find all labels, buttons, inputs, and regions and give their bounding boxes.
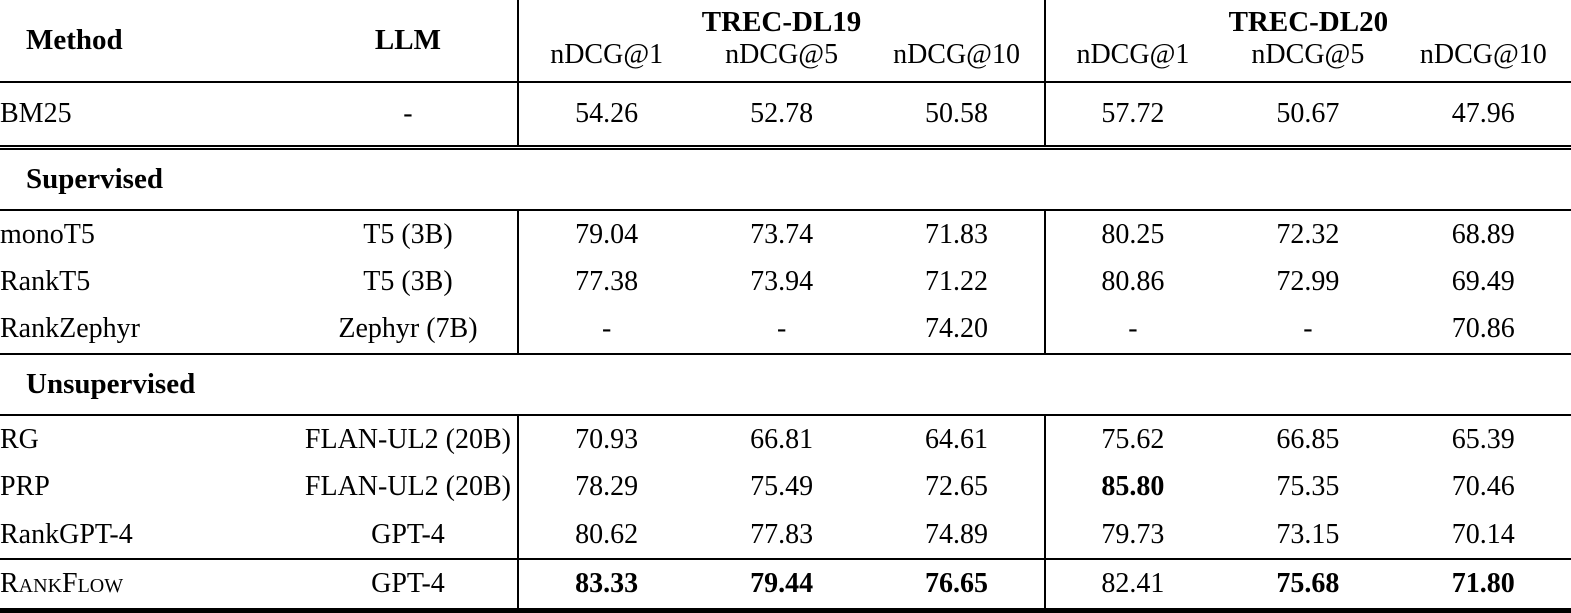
value-cell: 72.65	[925, 471, 989, 503]
value-cell: 54.26	[517, 82, 694, 150]
value-cell: 66.81	[750, 423, 814, 455]
value-cell: -	[693, 305, 870, 356]
subheader-dl20-ndcg10: nDCG@10	[1395, 39, 1571, 83]
value-cell: -	[1220, 305, 1396, 356]
table-row: PRP FLAN-UL2 (20B) 78.29 75.49 72.65 85.80 75.…	[0, 463, 1571, 511]
value-cell: 75.68	[1220, 559, 1396, 613]
value-cell: 52.78	[693, 82, 870, 150]
value-cell: 80.86	[1043, 258, 1221, 306]
group-header-trec-dl20: TREC-DL20	[1043, 0, 1571, 39]
method-cell: monoT5	[0, 218, 95, 250]
value-cell: 72.99	[1276, 266, 1340, 297]
value-cell: 76.65	[869, 559, 1045, 613]
value-cell: 79.04	[517, 209, 694, 259]
method-cell: BM25	[0, 82, 299, 150]
value-cell: 75.62	[1043, 415, 1221, 464]
llm-cell: FLAN-UL2 (20B)	[304, 423, 511, 455]
method-cell: RankZephyr	[0, 305, 299, 356]
subheader-dl19-ndcg5: nDCG@5	[693, 39, 870, 83]
llm-cell: FLAN-UL2 (20B)	[304, 471, 511, 503]
value-cell: 73.74	[750, 218, 814, 250]
section-header-label: Unsupervised	[0, 354, 1571, 416]
value-cell: 74.20	[869, 305, 1045, 356]
section-header-label: Supervised	[0, 147, 1571, 211]
table-body: BM25-54.26 52.78 50.58 57.72 50.67 47.96 Super…	[0, 82, 1571, 613]
value-cell: 74.89	[869, 510, 1045, 561]
value-cell: 75.49	[750, 471, 814, 503]
value-cell: 47.96	[1395, 82, 1571, 150]
value-cell: -	[1043, 305, 1221, 356]
value-cell: 82.41	[1043, 559, 1221, 613]
llm-cell: T5 (3B)	[363, 218, 453, 250]
group-header-trec-dl19: TREC-DL19	[517, 0, 1045, 39]
value-cell: 71.80	[1395, 559, 1571, 613]
value-cell: 79.73	[1043, 510, 1221, 561]
value-cell: 70.46	[1451, 471, 1515, 503]
table-row: RankFlow GPT-4 83.33 79.44 76.65 82.41 75.68 71…	[0, 559, 1571, 613]
value-cell: 70.86	[1395, 305, 1571, 356]
method-cell: PRP	[0, 471, 50, 503]
llm-cell: Zephyr (7B)	[298, 305, 519, 356]
subheader-dl19-ndcg10: nDCG@10	[869, 39, 1045, 83]
value-cell: 50.58	[869, 82, 1045, 150]
section-header-row: Unsupervised	[0, 354, 1571, 416]
value-cell: 79.44	[693, 559, 870, 613]
llm-column-header: LLM	[298, 0, 519, 83]
value-cell: 68.89	[1451, 218, 1515, 250]
value-cell: 50.67	[1220, 82, 1396, 150]
value-cell: 65.39	[1451, 423, 1515, 455]
value-cell: 57.72	[1043, 82, 1221, 150]
value-cell: 64.61	[925, 423, 989, 455]
table-row: RankGPT-4 GPT-4 80.62 77.83 74.89 79.73 73.15 7…	[0, 510, 1571, 561]
table-row: RG FLAN-UL2 (20B) 70.93 66.81 64.61 75.62 66.8…	[0, 415, 1571, 464]
table-header: Method LLM TREC-DL19 TREC-DL20 nDCG@1 nD…	[0, 0, 1571, 83]
value-cell: 85.80	[1043, 463, 1221, 511]
section-header-row: Supervised	[0, 147, 1571, 211]
table-row: BM25-54.26 52.78 50.58 57.72 50.67 47.96	[0, 82, 1571, 150]
value-cell: 80.25	[1043, 209, 1221, 259]
value-cell: 72.32	[1276, 218, 1340, 250]
method-cell: RG	[0, 423, 39, 455]
value-cell: 77.38	[517, 258, 694, 306]
value-cell: 73.15	[1220, 510, 1396, 561]
value-cell: 75.35	[1276, 471, 1340, 503]
value-cell: 83.33	[517, 559, 694, 613]
subheader-dl20-ndcg1: nDCG@1	[1043, 39, 1221, 83]
table-row: RankZephyr Zephyr (7B) - -74.20- -70.86	[0, 305, 1571, 356]
method-cell: RankFlow	[0, 559, 299, 613]
value-cell: 80.62	[517, 510, 694, 561]
value-cell: 71.22	[925, 266, 989, 297]
method-cell: RankGPT-4	[0, 510, 299, 561]
table-row: monoT5 T5 (3B) 79.04 73.74 71.83 80.25 72.32 68…	[0, 209, 1571, 259]
table-row: RankT5 T5 (3B) 77.38 73.94 71.22 80.86 72.99 69…	[0, 258, 1571, 306]
value-cell: -	[517, 305, 694, 356]
method-column-header: Method	[0, 0, 299, 83]
header-group-row: Method LLM TREC-DL19 TREC-DL20	[0, 0, 1571, 83]
llm-cell: T5 (3B)	[363, 266, 453, 297]
value-cell: 66.85	[1276, 423, 1340, 455]
subheader-dl19-ndcg1: nDCG@1	[517, 39, 694, 83]
value-cell: 70.14	[1395, 510, 1571, 561]
value-cell: 70.93	[517, 415, 694, 464]
llm-cell: GPT-4	[298, 559, 519, 613]
value-cell: 73.94	[750, 266, 814, 297]
value-cell: 71.83	[925, 218, 989, 250]
llm-cell: -	[298, 82, 519, 150]
llm-cell: GPT-4	[298, 510, 519, 561]
header-subcol-row: nDCG@1 nDCG@5 nDCG@10 nDCG@1 nDCG@5 nDCG…	[0, 39, 1571, 83]
method-cell: RankT5	[0, 266, 91, 297]
value-cell: 69.49	[1451, 266, 1515, 297]
value-cell: 78.29	[517, 463, 694, 511]
subheader-dl20-ndcg5: nDCG@5	[1220, 39, 1396, 83]
value-cell: 77.83	[693, 510, 870, 561]
